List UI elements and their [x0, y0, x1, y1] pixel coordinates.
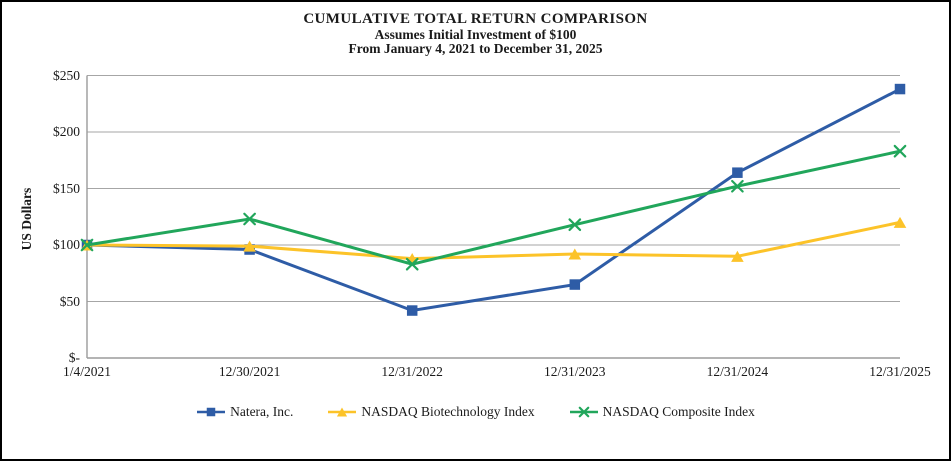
legend-natera-inc-square-marker-icon: [206, 407, 216, 417]
series-line-nasdaq-composite-index: [86, 149, 901, 266]
legend-label: NASDAQ Composite Index: [602, 404, 755, 419]
natera-inc-square-marker-icon: [569, 279, 581, 290]
nasdaq-biotechnology-index-triangle-marker-icon: [731, 250, 744, 262]
nasdaq-composite-index-x-marker-icon: [568, 218, 582, 232]
legend-nasdaq-biotechnology-index-triangle-marker-icon: [337, 407, 348, 417]
legend-item-nasdaq-composite-index: NASDAQ Composite Index: [569, 404, 755, 420]
y-tick-label: $150: [53, 180, 80, 196]
x-tick-label: 12/30/2021: [218, 364, 281, 379]
legend-label: Natera, Inc.: [230, 404, 294, 419]
legend-triangle-marker-icon: [328, 407, 357, 417]
y-tick-label: $100: [53, 237, 80, 252]
x-tick-label: 12/31/2024: [706, 364, 769, 379]
nasdaq-biotechnology-index-triangle-marker-icon: [893, 216, 907, 228]
x-tick-label: 1/4/2021: [62, 364, 111, 379]
legend-square-marker-icon: [197, 407, 226, 417]
nasdaq-composite-index-x-marker-icon: [731, 179, 744, 193]
series-line-nasdaq-biotechnology-index: [86, 220, 901, 261]
nasdaq-biotechnology-index-triangle-marker-icon: [243, 240, 256, 252]
nasdaq-composite-index-x-marker-icon: [405, 257, 419, 271]
natera-inc-square-marker-icon: [894, 83, 906, 95]
natera-inc-square-marker-icon: [732, 167, 743, 178]
y-tick-label: $250: [53, 67, 80, 83]
legend-item-nasdaq-biotechnology-index: NASDAQ Biotechnology Index: [327, 404, 535, 420]
legend-label: NASDAQ Biotechnology Index: [361, 404, 535, 419]
y-tick-label: $50: [59, 293, 80, 309]
x-tick-label: 12/31/2025: [869, 364, 931, 379]
nasdaq-biotechnology-index-triangle-marker-icon: [568, 248, 582, 260]
natera-inc-square-marker-icon: [406, 305, 418, 316]
x-tick-label: 12/31/2023: [544, 364, 606, 379]
x-tick-label: 12/31/2022: [381, 364, 443, 379]
legend-nasdaq-composite-index-x-marker-icon: [578, 406, 590, 418]
chart-subtitle-2: From January 4, 2021 to December 31, 202…: [348, 41, 603, 57]
y-tick-label: $-: [68, 350, 80, 365]
y-tick-label: $200: [53, 124, 80, 139]
chart-legend: Natera, Inc. NASDAQ Biotechnology Index NA…: [2, 404, 949, 420]
chart-title-block: CUMULATIVE TOTAL RETURN COMPARISON Assum…: [2, 11, 949, 57]
legend-item-natera-inc: Natera, Inc.: [196, 404, 293, 420]
chart-subtitle-1: Assumes Initial Investment of $100: [374, 26, 577, 42]
nasdaq-composite-index-x-marker-icon: [243, 212, 256, 226]
nasdaq-composite-index-x-marker-icon: [80, 238, 94, 252]
chart-title: CUMULATIVE TOTAL RETURN COMPARISON: [303, 11, 648, 27]
series-line-natera-inc: [86, 87, 901, 313]
nasdaq-composite-index-x-marker-icon: [893, 144, 907, 158]
legend-x-marker-icon: [569, 406, 598, 418]
